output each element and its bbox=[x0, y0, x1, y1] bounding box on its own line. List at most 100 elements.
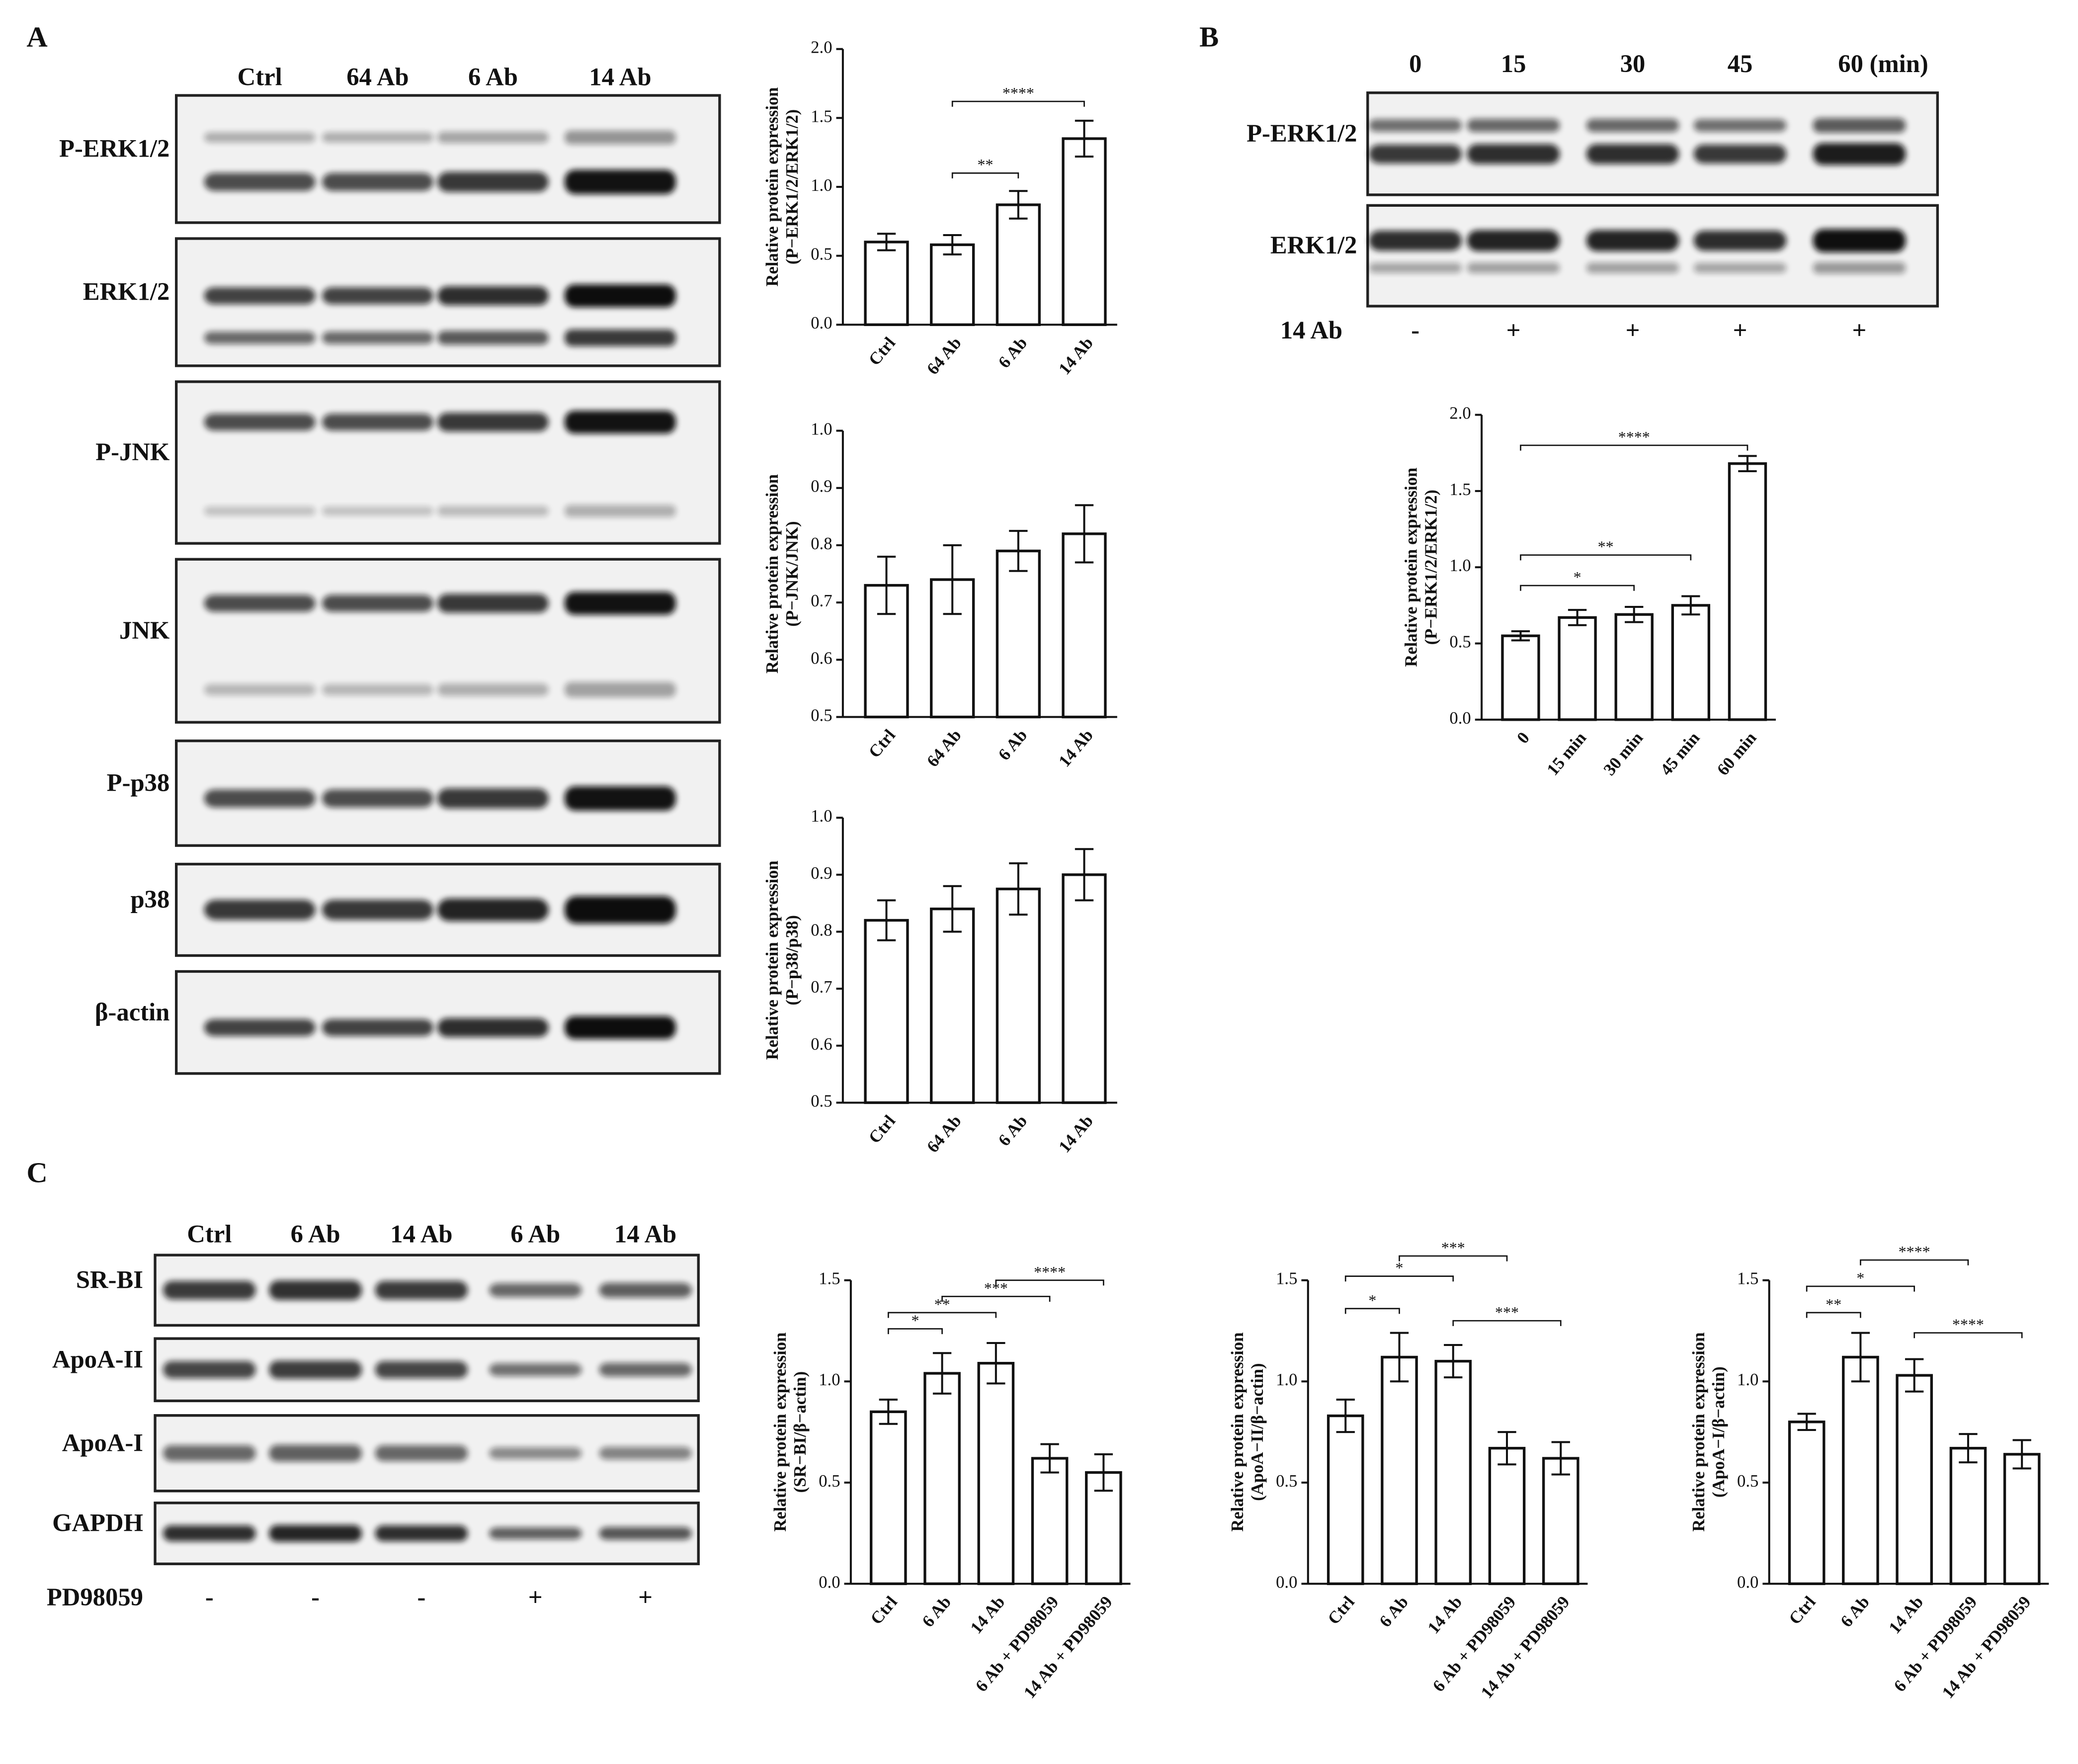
treatment-sign: + bbox=[1506, 316, 1521, 344]
significance-label: *** bbox=[1441, 1239, 1465, 1257]
blot-band bbox=[269, 1280, 362, 1300]
y-axis-label: (P−ERK1/2/ERK1/2) bbox=[1421, 490, 1440, 645]
blot-band bbox=[204, 172, 316, 191]
bar bbox=[1728, 462, 1767, 721]
blot-band bbox=[204, 287, 316, 305]
significance-label: *** bbox=[1495, 1303, 1519, 1321]
bar bbox=[870, 1410, 907, 1586]
blot-band bbox=[1467, 119, 1560, 132]
blot-band bbox=[564, 1016, 676, 1039]
blot-band bbox=[163, 1361, 256, 1379]
bar bbox=[1842, 1355, 1879, 1586]
blot-band bbox=[322, 684, 433, 695]
bar bbox=[1501, 634, 1540, 721]
panel-label: A bbox=[26, 20, 47, 53]
blot-band bbox=[269, 1525, 362, 1542]
blot-band bbox=[437, 286, 549, 306]
significance-label: * bbox=[911, 1311, 919, 1329]
y-tick-label: 1.0 bbox=[811, 807, 832, 826]
significance-bracket bbox=[1806, 1285, 1915, 1292]
bar bbox=[996, 203, 1041, 326]
bar bbox=[923, 1372, 961, 1586]
significance-bracket bbox=[887, 1328, 943, 1335]
treatment-sign: + bbox=[1852, 316, 1867, 344]
significance-label: **** bbox=[1899, 1243, 1930, 1260]
y-axis-label: (P−ERK1/2/ERK1/2) bbox=[783, 109, 802, 264]
blot-band bbox=[322, 506, 433, 516]
blot-band bbox=[322, 594, 433, 612]
blot-band bbox=[1813, 118, 1906, 133]
y-tick-label: 0.7 bbox=[811, 591, 832, 610]
treatment-sign: + bbox=[638, 1583, 653, 1611]
treatment-label: 14 Ab bbox=[1280, 316, 1342, 344]
y-tick-label: 0.9 bbox=[811, 477, 832, 496]
row-label: p38 bbox=[130, 885, 169, 913]
blot-band bbox=[375, 1281, 468, 1300]
y-axis-label: (SR−BI/β−actin) bbox=[791, 1371, 810, 1493]
significance-label: **** bbox=[1002, 84, 1034, 102]
blot-band bbox=[204, 789, 316, 808]
blot-band bbox=[1693, 144, 1787, 164]
bar bbox=[1381, 1355, 1418, 1586]
blot-band bbox=[375, 1445, 468, 1461]
significance-bracket bbox=[1860, 1259, 1969, 1265]
significance-bracket bbox=[1399, 1255, 1508, 1261]
blot-band bbox=[322, 132, 433, 143]
y-axis-label: Relative protein expression bbox=[763, 474, 782, 673]
significance-bracket bbox=[1806, 1312, 1861, 1318]
y-tick-label: 1.5 bbox=[1737, 1269, 1758, 1288]
significance-bracket bbox=[1520, 585, 1635, 591]
panel-label: C bbox=[26, 1157, 47, 1189]
y-axis-label: Relative protein expression bbox=[763, 860, 782, 1060]
blot-band bbox=[322, 332, 433, 344]
treatment-sign: - bbox=[1411, 316, 1419, 344]
y-axis-label: Relative protein expression bbox=[763, 87, 782, 286]
y-tick-label: 2.0 bbox=[1449, 404, 1471, 423]
blot-band bbox=[489, 1447, 582, 1459]
bar bbox=[864, 241, 909, 326]
bar bbox=[1327, 1414, 1364, 1586]
bar bbox=[1031, 1457, 1069, 1586]
lane-label: Ctrl bbox=[187, 1220, 232, 1248]
blot-band bbox=[1586, 119, 1679, 132]
y-tick-label: 0.6 bbox=[811, 1035, 832, 1054]
blot-band bbox=[437, 132, 549, 143]
blot-band bbox=[322, 287, 433, 305]
blot-band bbox=[437, 898, 549, 922]
y-tick-label: 0.0 bbox=[1449, 709, 1471, 728]
blot-band bbox=[564, 591, 676, 615]
significance-bracket bbox=[941, 1295, 1051, 1302]
treatment-sign: - bbox=[205, 1583, 214, 1611]
lane-label: 6 Ab bbox=[468, 63, 518, 91]
blot-frame bbox=[174, 558, 721, 724]
lane-label: 6 Ab bbox=[510, 1220, 560, 1248]
blot-band bbox=[437, 413, 549, 432]
row-label: ApoA-I bbox=[62, 1428, 143, 1456]
bar bbox=[1671, 604, 1711, 721]
bar bbox=[930, 243, 975, 326]
lane-label: 60 (min) bbox=[1838, 50, 1928, 78]
blot-band bbox=[204, 900, 316, 920]
significance-bracket bbox=[1452, 1320, 1562, 1326]
significance-label: **** bbox=[1952, 1316, 1984, 1334]
y-axis-label: Relative protein expression bbox=[771, 1333, 790, 1532]
blot-band bbox=[437, 171, 549, 192]
y-tick-label: 0.5 bbox=[819, 1472, 840, 1491]
blot-band bbox=[1586, 144, 1679, 164]
blot-band bbox=[322, 172, 433, 191]
significance-label: * bbox=[1574, 568, 1581, 586]
lane-label: Ctrl bbox=[238, 63, 282, 91]
lane-label: 14 Ab bbox=[614, 1220, 676, 1248]
significance-label: * bbox=[1368, 1291, 1376, 1309]
y-tick-label: 0.5 bbox=[1276, 1472, 1297, 1491]
blot-band bbox=[1467, 144, 1560, 164]
y-tick-label: 0.6 bbox=[811, 649, 832, 668]
blot-band bbox=[599, 1446, 692, 1460]
bar bbox=[1788, 1421, 1826, 1586]
blot-band bbox=[564, 682, 676, 697]
blot-band bbox=[204, 332, 316, 344]
blot-band bbox=[437, 331, 549, 345]
treatment-sign: - bbox=[417, 1583, 426, 1611]
significance-bracket bbox=[1344, 1308, 1400, 1314]
blot-band bbox=[564, 411, 676, 434]
